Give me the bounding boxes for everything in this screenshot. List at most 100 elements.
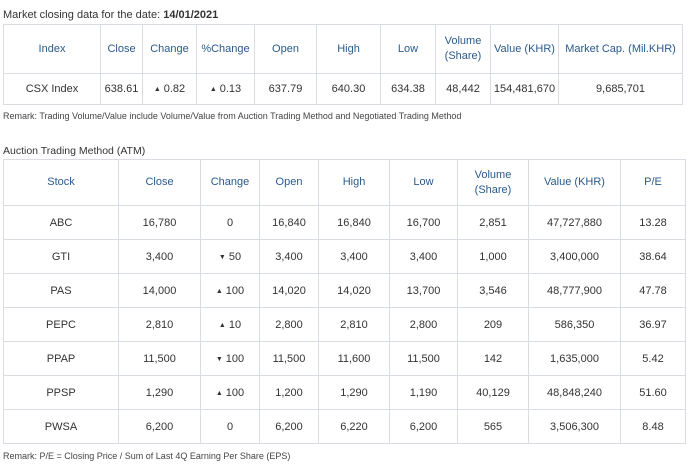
open-value: 3,400	[259, 239, 319, 274]
close-value: 14,000	[118, 273, 201, 308]
pe-value: 36.97	[620, 307, 686, 342]
change-cell-value: 100	[225, 284, 245, 297]
triangle-down-icon: ▼	[215, 355, 223, 363]
market-remark: Remark: Trading Volume/Value include Vol…	[3, 111, 462, 121]
value-khr: 586,350	[528, 307, 621, 342]
high-value: 640.30	[316, 73, 381, 105]
pct-change-cell: ▲ 0.13	[196, 73, 255, 105]
column-header-low: Low	[380, 24, 436, 74]
column-header-index: Index	[3, 24, 101, 74]
close-value: 11,500	[118, 341, 201, 376]
triangle-up-icon: ▲	[215, 389, 223, 397]
column-header-change: Change	[200, 159, 260, 206]
change-cell: ▲ 100	[200, 375, 260, 410]
open-value: 2,800	[259, 307, 319, 342]
open-value: 6,200	[259, 409, 319, 444]
triangle-down-icon: ▼	[218, 253, 226, 261]
high-value: 6,220	[318, 409, 390, 444]
atm-remark: Remark: P/E = Closing Price / Sum of Las…	[3, 451, 291, 461]
atm-table: Stock Close Change Open High Low Volume (Share…	[3, 159, 686, 444]
volume-value: 142	[457, 341, 529, 376]
table-row: GTI 3,400 ▼ 50 3,400 3,400 3,400 1,000 3,400,000…	[3, 239, 686, 274]
high-value: 3,400	[318, 239, 390, 274]
triangle-up-icon: ▲	[218, 321, 226, 329]
stock-symbol: PAS	[3, 273, 119, 308]
change-cell: ▲ 0.82	[142, 73, 197, 105]
column-header-market-cap-mil-khr: Market Cap. (Mil.KHR)	[558, 24, 683, 74]
low-value: 16,700	[389, 205, 458, 240]
table-row: PPSP 1,290 ▲ 100 1,200 1,290 1,190 40,129 48,848…	[3, 375, 686, 410]
value-khr: 154,481,670	[490, 73, 559, 105]
value-khr: 1,635,000	[528, 341, 621, 376]
close-value: 16,780	[118, 205, 201, 240]
low-value: 6,200	[389, 409, 458, 444]
change-cell-value: 50	[228, 250, 242, 263]
market-index-table: Index Close Change %Change Open High Low Volume…	[3, 24, 683, 105]
column-header-close: Close	[118, 159, 201, 206]
atm-title: Auction Trading Method (ATM)	[3, 145, 146, 157]
table-row: ABC 16,780 0 16,840 16,840 16,700 2,851 47,727,…	[3, 205, 686, 240]
close-value: 1,290	[118, 375, 201, 410]
column-header-value-khr: Value (KHR)	[528, 159, 621, 206]
open-value: 1,200	[259, 375, 319, 410]
low-value: 2,800	[389, 307, 458, 342]
high-value: 14,020	[318, 273, 390, 308]
column-header-stock: Stock	[3, 159, 119, 206]
change-cell: 0	[200, 409, 260, 444]
column-header-p-e: P/E	[620, 159, 686, 206]
triangle-up-icon: ▲	[209, 86, 217, 93]
column-header-volume-share: Volume (Share)	[457, 159, 529, 206]
change-cell-value: 0	[226, 216, 234, 229]
pe-value: 13.28	[620, 205, 686, 240]
open-value: 14,020	[259, 273, 319, 308]
close-value: 638.61	[100, 73, 143, 105]
market-caption-date: 14/01/2021	[163, 9, 219, 21]
table-row: PWSA 6,200 0 6,200 6,220 6,200 565 3,506,300 8.4…	[3, 409, 686, 444]
volume-value: 3,546	[457, 273, 529, 308]
change-cell: ▼ 50	[200, 239, 260, 274]
column-header-change: Change	[142, 24, 197, 74]
index-row: CSX Index 638.61 ▲ 0.82 ▲ 0.13 637.79 640.30 634…	[3, 73, 683, 105]
change-cell-value: 0	[226, 420, 234, 433]
high-value: 16,840	[318, 205, 390, 240]
column-header-open: Open	[254, 24, 317, 74]
table-row: PAS 14,000 ▲ 100 14,020 14,020 13,700 3,546 48,7…	[3, 273, 686, 308]
pe-value: 38.64	[620, 239, 686, 274]
triangle-up-icon: ▲	[215, 287, 223, 295]
stock-symbol: GTI	[3, 239, 119, 274]
high-value: 1,290	[318, 375, 390, 410]
volume-value: 2,851	[457, 205, 529, 240]
stock-symbol: PWSA	[3, 409, 119, 444]
stock-symbol: PPAP	[3, 341, 119, 376]
open-value: 11,500	[259, 341, 319, 376]
change-cell-value: 100	[225, 352, 245, 365]
column-header-high: High	[318, 159, 390, 206]
volume-value: 565	[457, 409, 529, 444]
open-value: 16,840	[259, 205, 319, 240]
low-value: 11,500	[389, 341, 458, 376]
change-cell: ▼ 100	[200, 341, 260, 376]
pe-value: 8.48	[620, 409, 686, 444]
change-cell: ▲ 10	[200, 307, 260, 342]
market-cap-value: 9,685,701	[558, 73, 683, 105]
low-value: 1,190	[389, 375, 458, 410]
close-value: 3,400	[118, 239, 201, 274]
stock-symbol: ABC	[3, 205, 119, 240]
low-value: 13,700	[389, 273, 458, 308]
volume-value: 48,442	[435, 73, 491, 105]
stock-symbol: PPSP	[3, 375, 119, 410]
open-value: 637.79	[254, 73, 317, 105]
close-value: 2,810	[118, 307, 201, 342]
table-row: PEPC 2,810 ▲ 10 2,800 2,810 2,800 209 586,350 36.…	[3, 307, 686, 342]
volume-value: 40,129	[457, 375, 529, 410]
column-header-volume-share: Volume (Share)	[435, 24, 491, 74]
close-value: 6,200	[118, 409, 201, 444]
high-value: 2,810	[318, 307, 390, 342]
column-header-open: Open	[259, 159, 319, 206]
column-header-change: %Change	[196, 24, 255, 74]
volume-value: 209	[457, 307, 529, 342]
market-caption-prefix: Market closing data for the date:	[3, 9, 161, 21]
market-caption: Market closing data for the date: 14/01/…	[3, 9, 218, 21]
pe-value: 5.42	[620, 341, 686, 376]
change-cell: 0	[200, 205, 260, 240]
